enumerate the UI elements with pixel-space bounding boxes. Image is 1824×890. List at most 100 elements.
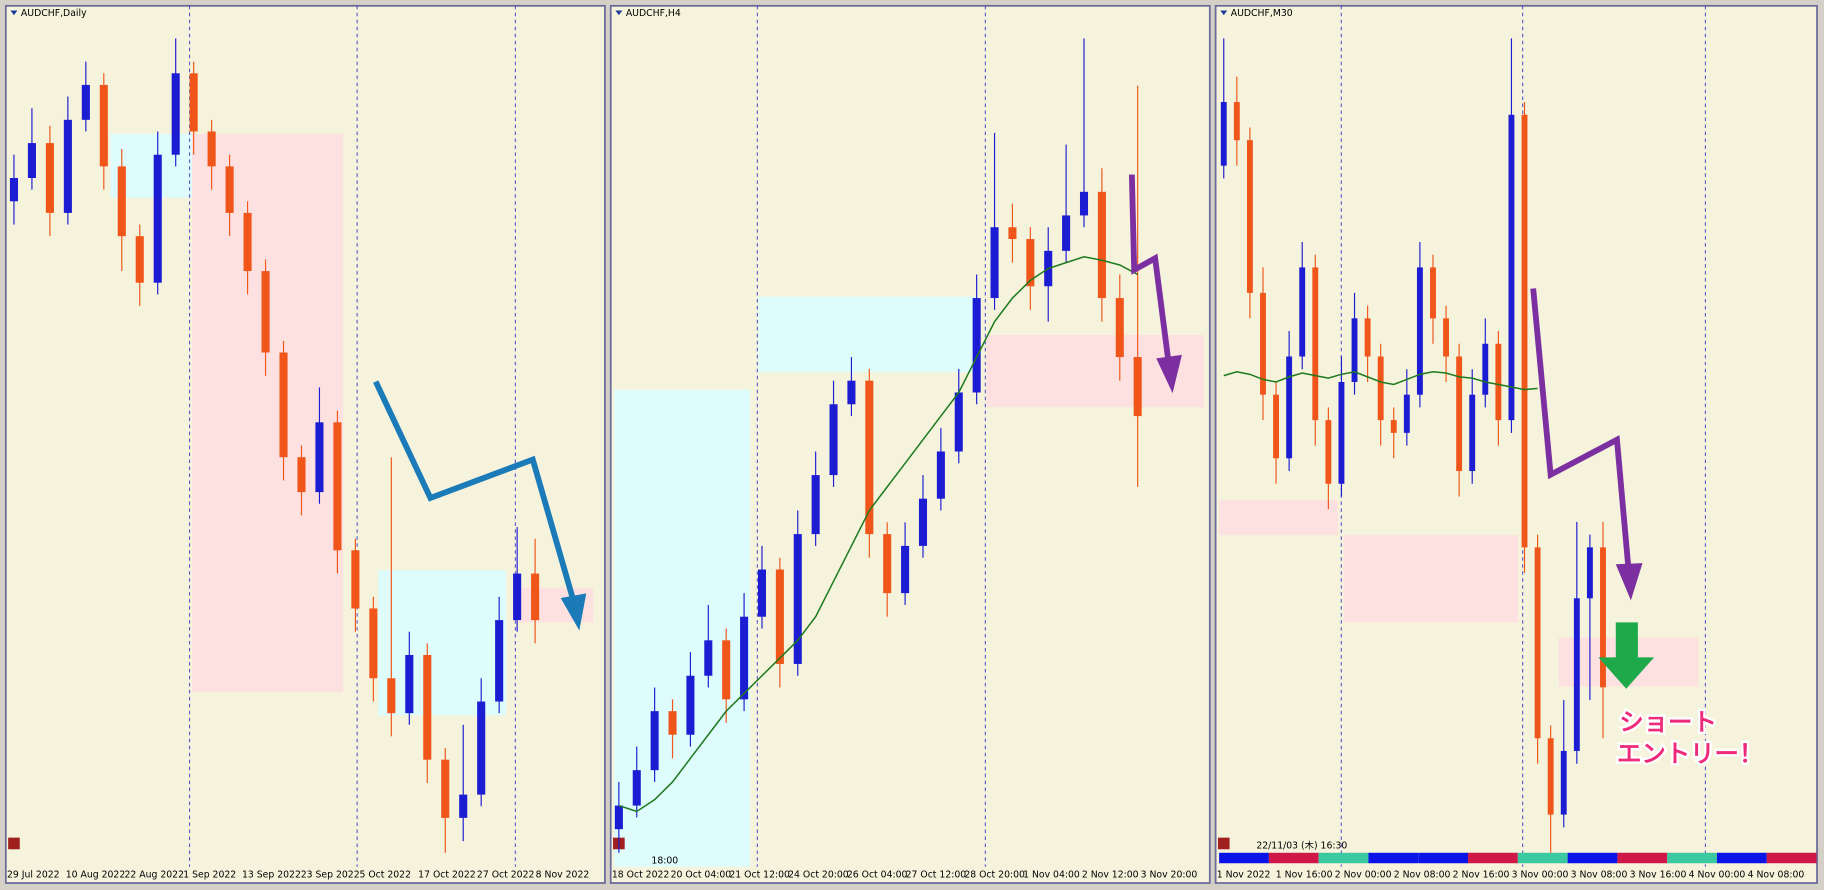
- arrow-head: [1156, 354, 1182, 394]
- candle-body: [225, 166, 234, 213]
- candle-body: [423, 654, 432, 760]
- candle-body: [775, 569, 784, 664]
- time-label: 23 Sep 2022: [301, 869, 360, 880]
- candle-body: [333, 422, 342, 551]
- candle-body: [279, 352, 288, 458]
- time-label: 1 Sep 2022: [183, 869, 236, 880]
- candle-body: [954, 392, 963, 452]
- time-label: 21 Oct 12:00: [729, 869, 790, 880]
- candle-body: [261, 271, 270, 353]
- time-label: 2 Nov 12:00: [1082, 869, 1139, 880]
- time-label: 28 Oct 20:00: [964, 869, 1025, 880]
- zone: [378, 570, 507, 716]
- candle-body: [811, 475, 820, 535]
- candle-body: [27, 143, 36, 178]
- time-label: 22 Aug 2022: [124, 869, 184, 880]
- annotations: ショート エントリー！ 18:00 22/11/03 (木) 16:30: [373, 174, 1766, 866]
- session-bar: [1468, 852, 1518, 864]
- arrow: [373, 380, 578, 606]
- session-bar: [1766, 852, 1817, 864]
- candle-body: [1547, 738, 1554, 815]
- candle-body: [740, 616, 749, 700]
- session-bar: [1368, 852, 1419, 864]
- candle-body: [1312, 267, 1319, 421]
- candle-body: [1573, 598, 1580, 751]
- candle-body: [81, 84, 90, 120]
- candle-body: [1534, 547, 1541, 739]
- candle-body: [1097, 191, 1106, 299]
- time-label: 2 Nov 16:00: [1453, 869, 1510, 880]
- time-label: 2 Nov 00:00: [1335, 869, 1392, 880]
- candle-body: [99, 84, 108, 167]
- time-label: 3 Nov 08:00: [1571, 869, 1628, 880]
- candle-body: [1286, 356, 1293, 459]
- time-label: 3 Nov 16:00: [1630, 869, 1687, 880]
- menu-icon: [615, 10, 623, 16]
- candle-body: [936, 451, 945, 499]
- session-bar: [1716, 852, 1767, 864]
- candle-body: [1430, 267, 1436, 319]
- candle-body: [1115, 298, 1124, 358]
- candle-body: [1299, 267, 1306, 357]
- candle-body: [847, 380, 856, 405]
- time-label: 1 Nov 16:00: [1276, 869, 1333, 880]
- candle-body: [1560, 750, 1567, 815]
- zone: [191, 133, 344, 693]
- candle-body: [171, 73, 180, 155]
- candle-body: [829, 404, 838, 476]
- moving-average: [1223, 370, 1538, 391]
- session-bar: [1318, 852, 1369, 864]
- time-label: 10 Aug 2022: [66, 869, 126, 880]
- candle-body: [1273, 394, 1280, 459]
- time-label: 3 Nov 00:00: [1512, 869, 1569, 880]
- candle-body: [865, 380, 874, 535]
- zone: [758, 296, 978, 373]
- candle-body: [513, 573, 522, 621]
- candle-body: [1008, 227, 1017, 240]
- chart-title: AUDCHF,Daily: [21, 8, 87, 19]
- time-label: 27 Oct 2022: [477, 869, 534, 880]
- session-bar: [1268, 852, 1319, 864]
- candle-body: [189, 73, 198, 132]
- candle-body: [531, 573, 540, 621]
- candle-body: [135, 236, 144, 283]
- cursor-time: 18:00: [651, 855, 678, 866]
- time-label: 24 Oct 20:00: [788, 869, 849, 880]
- candle-body: [632, 770, 641, 806]
- candle-body: [153, 154, 162, 283]
- candle-body: [1390, 420, 1397, 433]
- candle-body: [1338, 381, 1345, 484]
- candle-body: [1377, 356, 1384, 421]
- status-time: 22/11/03 (木) 16:30: [1256, 839, 1347, 851]
- candle-body: [972, 298, 981, 393]
- candle-body: [686, 675, 695, 735]
- candle-body: [369, 608, 378, 679]
- session-bar: [1219, 852, 1269, 864]
- time-label: 5 Oct 2022: [359, 869, 411, 880]
- candle-body: [1364, 318, 1371, 357]
- zone: [1219, 500, 1338, 536]
- candle-body: [207, 131, 216, 167]
- session-bar: [1517, 852, 1568, 864]
- candle-body: [1586, 547, 1593, 599]
- arrow: [1530, 288, 1632, 571]
- candle-body: [1026, 239, 1035, 287]
- arrow: [1128, 174, 1172, 367]
- time-label: 1 Nov 04:00: [1023, 869, 1080, 880]
- session-bar: [1617, 852, 1668, 864]
- entry-text: ショート: [1619, 708, 1717, 737]
- candle-body: [990, 227, 999, 299]
- time-label: 1 Nov 2022: [1217, 869, 1271, 880]
- time-label: 8 Nov 2022: [536, 869, 590, 880]
- candle-body: [1246, 140, 1253, 293]
- arrow-head: [560, 593, 587, 631]
- candle-body: [405, 654, 414, 714]
- candle-body: [9, 178, 19, 202]
- time-label: 4 Nov 08:00: [1748, 869, 1805, 880]
- chart-title: AUDCHF,H4: [626, 8, 681, 19]
- time-label: 29 Jul 2022: [7, 869, 60, 880]
- arrow-head: [1615, 563, 1643, 601]
- time-label: 26 Oct 04:00: [847, 869, 908, 880]
- candle-body: [1079, 191, 1089, 216]
- candle-body: [1325, 420, 1332, 484]
